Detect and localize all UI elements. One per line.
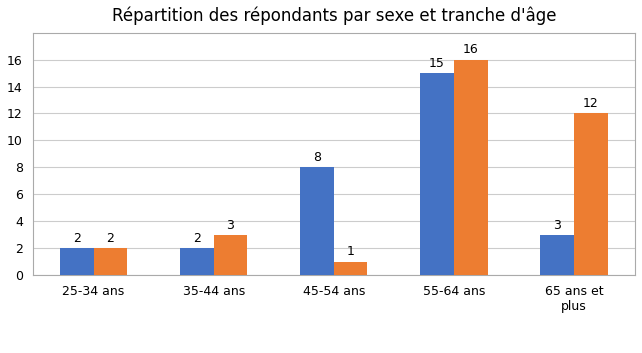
Bar <box>574 113 608 275</box>
Text: 2: 2 <box>193 232 201 245</box>
Text: 1: 1 <box>347 245 354 258</box>
Bar <box>60 249 94 275</box>
Bar <box>214 235 247 275</box>
Text: 3: 3 <box>553 219 561 232</box>
Text: 16: 16 <box>463 43 478 56</box>
Text: 12: 12 <box>583 97 599 110</box>
Bar <box>94 249 127 275</box>
Bar <box>454 60 487 275</box>
Text: 3: 3 <box>227 219 234 232</box>
Text: 15: 15 <box>429 56 445 70</box>
Bar <box>334 262 367 275</box>
Bar <box>541 235 574 275</box>
Title: Répartition des répondants par sexe et tranche d'âge: Répartition des répondants par sexe et t… <box>112 7 556 25</box>
Bar <box>421 73 454 275</box>
Text: 2: 2 <box>73 232 81 245</box>
Text: 2: 2 <box>107 232 114 245</box>
Bar <box>300 167 334 275</box>
Bar <box>180 249 214 275</box>
Text: 8: 8 <box>313 151 321 164</box>
